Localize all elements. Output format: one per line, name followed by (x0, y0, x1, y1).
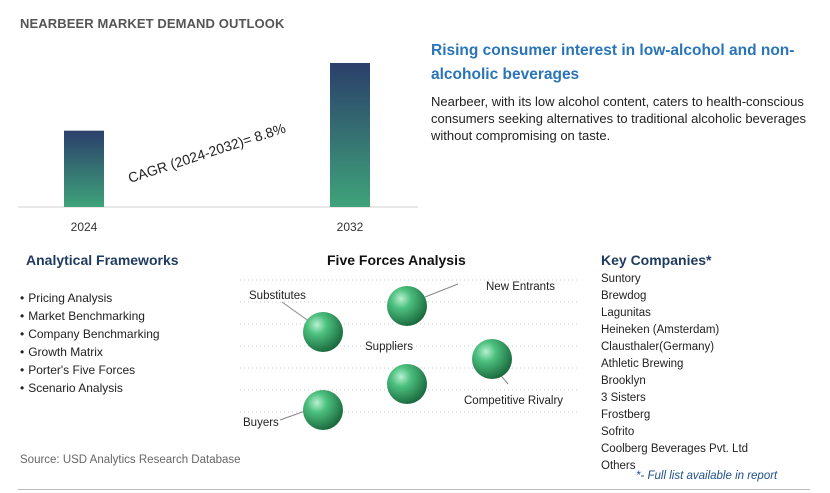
company-item: Clausthaler(Germany) (601, 341, 715, 353)
competitive-rivalry-label: Competitive Rivalry (464, 395, 563, 407)
buyers-sphere (303, 390, 343, 430)
cagr-annotation: CAGR (2024-2032)= 8.8% (126, 120, 287, 186)
frameworks-list: Pricing Analysis Market Benchmarking Com… (20, 289, 160, 397)
company-item: Sofrito (601, 426, 635, 438)
new-entrants-label: New Entrants (486, 281, 555, 293)
company-item: Brewdog (601, 290, 647, 302)
demand-bar-chart: 2024 2032 CAGR (2024-2032)= 8.8% (18, 63, 418, 234)
suppliers-sphere (387, 364, 427, 404)
company-item: Lagunitas (601, 307, 651, 319)
buyers-label: Buyers (243, 417, 279, 429)
framework-item: Pricing Analysis (20, 289, 160, 307)
new-entrants-sphere (387, 286, 427, 326)
full-list-note: *- Full list available in report (636, 470, 778, 482)
competitive-rivalry-sphere (472, 339, 512, 379)
company-item: Brooklyn (601, 375, 646, 387)
company-item: Suntory (601, 273, 641, 285)
five-forces-title: Five Forces Analysis (327, 252, 466, 268)
substitutes-sphere (303, 312, 343, 352)
company-item: Coolberg Beverages Pvt. Ltd (601, 443, 749, 455)
company-item: 3 Sisters (601, 392, 646, 404)
page-title: NEARBEER MARKET DEMAND OUTLOOK (20, 16, 285, 31)
framework-item: Company Benchmarking (20, 325, 159, 343)
frameworks-title: Analytical Frameworks (26, 252, 179, 268)
framework-item: Scenario Analysis (20, 379, 160, 397)
bars-group (64, 63, 370, 207)
suppliers-label: Suppliers (365, 341, 413, 353)
dotted-guides (240, 279, 580, 413)
key-companies-box: Suntory Brewdog Lagunitas Heineken (Amst… (601, 271, 801, 469)
headline: Rising consumer interest in low-alcohol … (431, 42, 795, 83)
company-item: Athletic Brewing (601, 358, 684, 370)
framework-item: Growth Matrix (20, 343, 160, 361)
source-note: Source: USD Analytics Research Database (20, 454, 241, 466)
key-companies-list: Suntory Brewdog Lagunitas Heineken (Amst… (601, 271, 801, 469)
bar-label-2032: 2032 (337, 220, 364, 234)
framework-item: Market Benchmarking (20, 307, 160, 325)
key-companies-title: Key Companies* (601, 252, 712, 268)
framework-item: Porter's Five Forces (20, 361, 160, 379)
company-item: Frostberg (601, 409, 651, 421)
company-item: Heineken (Amsterdam) (601, 324, 720, 336)
description: Nearbeer, with its low alcohol content, … (431, 94, 807, 143)
substitutes-label: Substitutes (249, 290, 306, 302)
bottom-divider (18, 489, 810, 490)
bar-2024 (64, 130, 104, 207)
five-forces-diagram: Substitutes New Entrants Suppliers Compe… (240, 279, 580, 430)
bar-labels-group: 2024 2032 (71, 220, 364, 234)
bar-label-2024: 2024 (71, 220, 98, 234)
bar-2032 (330, 63, 370, 207)
company-item: Others (601, 460, 636, 469)
